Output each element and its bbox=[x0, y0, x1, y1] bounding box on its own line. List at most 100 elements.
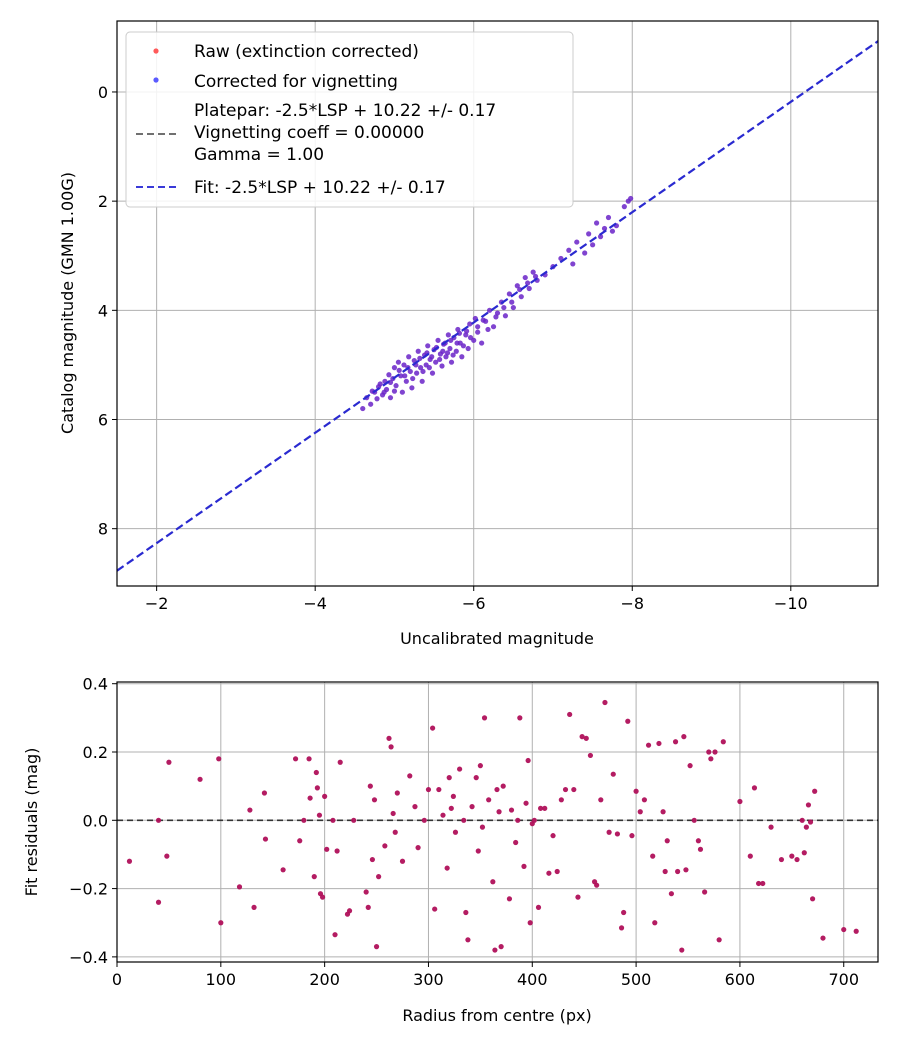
data-point bbox=[605, 214, 612, 221]
data-point bbox=[514, 283, 520, 289]
data-point bbox=[332, 932, 338, 938]
x-tick-label: −6 bbox=[462, 594, 486, 613]
data-point bbox=[546, 870, 552, 876]
data-point bbox=[668, 891, 674, 897]
x-tick-label: 700 bbox=[828, 970, 859, 989]
data-point bbox=[311, 874, 317, 880]
data-point bbox=[247, 807, 253, 813]
data-point bbox=[164, 853, 170, 859]
legend-fit-label: Fit: -2.5*LSP + 10.22 +/- 0.17 bbox=[194, 178, 446, 198]
x-tick-label: 100 bbox=[206, 970, 237, 989]
data-point bbox=[448, 805, 454, 811]
data-point bbox=[486, 307, 493, 313]
y-tick-label: 2 bbox=[98, 192, 108, 211]
data-point bbox=[297, 838, 303, 844]
y-tick-label: 8 bbox=[98, 520, 108, 539]
data-point bbox=[301, 817, 307, 823]
data-point bbox=[537, 805, 544, 811]
data-point bbox=[609, 228, 616, 234]
data-point bbox=[602, 699, 608, 706]
data-point bbox=[415, 348, 421, 354]
top-chart-ticks: −2 −4 −6 −8 −10 0 2 4 6 8 bbox=[98, 83, 808, 613]
data-point bbox=[467, 335, 474, 341]
data-point bbox=[805, 802, 812, 808]
legend-box bbox=[125, 31, 574, 208]
data-point bbox=[432, 906, 438, 912]
data-point bbox=[542, 805, 548, 811]
data-point bbox=[820, 935, 826, 941]
y-tick-label: −0.4 bbox=[69, 948, 108, 967]
data-point bbox=[467, 321, 473, 327]
data-point bbox=[419, 378, 425, 384]
data-point bbox=[579, 734, 585, 740]
data-point bbox=[695, 838, 701, 844]
data-point bbox=[494, 786, 500, 793]
data-point bbox=[656, 740, 662, 747]
data-point bbox=[558, 797, 564, 803]
data-point bbox=[360, 405, 366, 412]
data-point bbox=[376, 874, 382, 880]
data-point bbox=[319, 894, 326, 900]
data-point bbox=[496, 809, 502, 815]
x-tick-label: −4 bbox=[303, 594, 327, 613]
data-point bbox=[412, 804, 418, 810]
data-point bbox=[490, 879, 496, 885]
data-point bbox=[679, 947, 685, 953]
data-point bbox=[374, 396, 380, 402]
data-point bbox=[809, 896, 816, 902]
data-point bbox=[621, 909, 627, 916]
data-point bbox=[444, 350, 451, 356]
legend-corrected-marker bbox=[153, 77, 159, 83]
data-point bbox=[586, 231, 592, 237]
top-chart-points bbox=[360, 195, 634, 412]
data-point bbox=[621, 204, 627, 210]
data-point bbox=[594, 882, 600, 888]
data-point bbox=[628, 195, 634, 202]
data-point bbox=[778, 856, 785, 863]
data-point bbox=[387, 395, 394, 401]
data-point bbox=[450, 352, 456, 358]
data-point bbox=[606, 829, 612, 835]
data-point bbox=[485, 326, 491, 333]
data-point bbox=[369, 856, 375, 863]
data-point bbox=[473, 775, 479, 781]
data-point bbox=[583, 735, 589, 741]
data-point bbox=[324, 846, 330, 852]
data-point bbox=[316, 812, 323, 818]
legend-platepar-line1: Platepar: -2.5*LSP + 10.22 +/- 0.17 bbox=[194, 101, 496, 121]
data-point bbox=[513, 839, 519, 846]
data-point bbox=[386, 735, 392, 741]
y-tick-label: 4 bbox=[98, 301, 108, 320]
data-point bbox=[426, 365, 432, 371]
data-point bbox=[460, 343, 467, 349]
data-point bbox=[292, 756, 299, 762]
legend-raw-label: Raw (extinction corrected) bbox=[194, 42, 419, 62]
data-point bbox=[597, 234, 604, 240]
data-point bbox=[641, 797, 648, 803]
data-point bbox=[812, 788, 818, 794]
data-point bbox=[381, 389, 387, 395]
data-point bbox=[672, 739, 679, 745]
data-point bbox=[486, 797, 492, 803]
data-point bbox=[306, 756, 312, 762]
data-point bbox=[457, 766, 463, 772]
data-point bbox=[660, 809, 666, 815]
data-point bbox=[465, 345, 471, 352]
chart-legend: Raw (extinction corrected) Corrected for… bbox=[125, 31, 574, 208]
bottom-chart-ticks: 0 100 200 300 400 500 600 700 −0.4 −0.2 0.0 0.2 0.4 bbox=[69, 675, 859, 989]
data-point bbox=[330, 817, 336, 823]
x-tick-label: 400 bbox=[517, 970, 548, 989]
data-point bbox=[407, 773, 413, 779]
data-point bbox=[454, 340, 460, 346]
data-point bbox=[502, 313, 509, 319]
data-point bbox=[166, 759, 172, 765]
data-point bbox=[652, 920, 658, 926]
data-point bbox=[501, 304, 507, 311]
data-point bbox=[841, 926, 847, 933]
data-point bbox=[155, 817, 162, 823]
data-point bbox=[535, 904, 542, 910]
x-tick-label: 200 bbox=[309, 970, 340, 989]
legend-corrected-label: Corrected for vignetting bbox=[194, 72, 398, 92]
data-point bbox=[477, 763, 483, 769]
x-tick-label: 600 bbox=[725, 970, 756, 989]
